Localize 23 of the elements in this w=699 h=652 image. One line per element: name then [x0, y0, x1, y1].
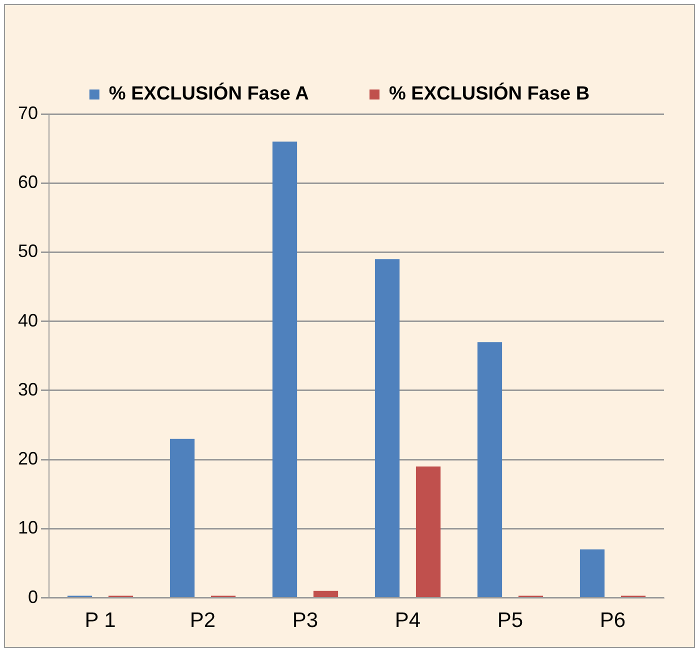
bar	[374, 259, 400, 598]
y-tick-label: 10	[18, 518, 38, 538]
bar	[416, 466, 441, 598]
legend-label: % EXCLUSIÓN Fase A	[108, 82, 310, 105]
y-tick-label: 50	[18, 241, 38, 262]
y-tick-label: 40	[18, 310, 38, 330]
legend-label: % EXCLUSIÓN Fase B	[389, 82, 590, 105]
x-tick-label: P5	[497, 609, 524, 632]
y-tick-label: 60	[18, 172, 38, 192]
x-tick-label: P4	[394, 609, 421, 632]
bar	[477, 342, 502, 598]
y-tick-label: 20	[18, 448, 38, 469]
bar	[272, 142, 298, 598]
y-tick-label: 0	[28, 586, 38, 607]
y-tick-label: 30	[18, 379, 38, 400]
y-tick-label: 70	[18, 102, 38, 123]
x-tick-label: P2	[190, 609, 216, 632]
bar	[313, 590, 338, 598]
bar	[170, 438, 195, 598]
x-tick-label: P3	[292, 609, 318, 632]
bar	[580, 549, 605, 598]
x-tick-label: P 1	[84, 609, 116, 632]
x-tick-label: P6	[600, 609, 626, 632]
